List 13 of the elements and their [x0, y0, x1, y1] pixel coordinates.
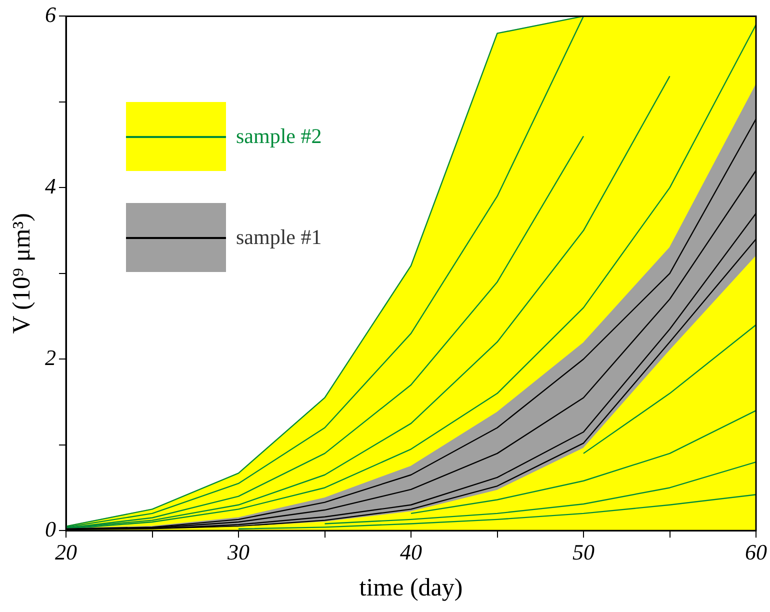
y-tick-label: 6 [45, 2, 56, 27]
y-tick-label: 0 [45, 516, 56, 542]
y-axis-title: V (10⁹ μm³) [8, 212, 36, 334]
legend-label: sample #2 [236, 124, 322, 149]
x-tick-label: 30 [226, 540, 250, 565]
x-axis-title: time (day) [359, 574, 463, 602]
x-tick-label: 20 [55, 540, 77, 565]
x-tick-label: 60 [745, 540, 767, 565]
y-tick-label: 4 [45, 173, 56, 198]
legend-label: sample #1 [236, 225, 322, 250]
y-tick-label: 2 [45, 344, 56, 370]
x-tick-label: 50 [572, 540, 594, 565]
x-tick-label: 40 [400, 540, 422, 565]
